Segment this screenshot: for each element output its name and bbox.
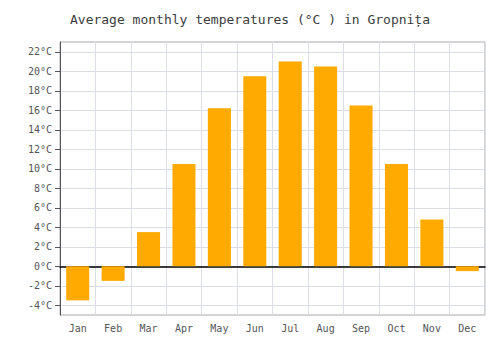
svg-text:10°C: 10°C (28, 163, 52, 174)
svg-text:12°C: 12°C (28, 144, 52, 155)
svg-text:20°C: 20°C (28, 66, 52, 77)
svg-text:16°C: 16°C (28, 105, 52, 116)
svg-text:Feb: Feb (104, 323, 122, 334)
svg-text:-2°C: -2°C (28, 280, 52, 291)
svg-text:Jan: Jan (69, 323, 87, 334)
svg-text:Nov: Nov (423, 323, 441, 334)
svg-text:Jul: Jul (281, 323, 299, 334)
svg-text:6°C: 6°C (34, 202, 52, 213)
svg-text:8°C: 8°C (34, 183, 52, 194)
svg-text:-4°C: -4°C (28, 300, 52, 311)
svg-text:Apr: Apr (175, 323, 193, 334)
svg-text:Dec: Dec (458, 323, 476, 334)
svg-text:Average monthly temperatures (: Average monthly temperatures (°C ) in Gr… (70, 12, 430, 28)
svg-text:Sep: Sep (352, 323, 370, 334)
svg-text:2°C: 2°C (34, 241, 52, 252)
svg-text:14°C: 14°C (28, 124, 52, 135)
svg-text:May: May (210, 323, 228, 334)
svg-text:0°C: 0°C (34, 261, 52, 272)
svg-text:Jun: Jun (246, 323, 264, 334)
svg-text:22°C: 22°C (28, 46, 52, 57)
svg-text:4°C: 4°C (34, 222, 52, 233)
svg-text:Aug: Aug (317, 323, 335, 334)
svg-text:Mar: Mar (140, 323, 158, 334)
svg-text:18°C: 18°C (28, 85, 52, 96)
svg-text:Oct: Oct (387, 323, 405, 334)
